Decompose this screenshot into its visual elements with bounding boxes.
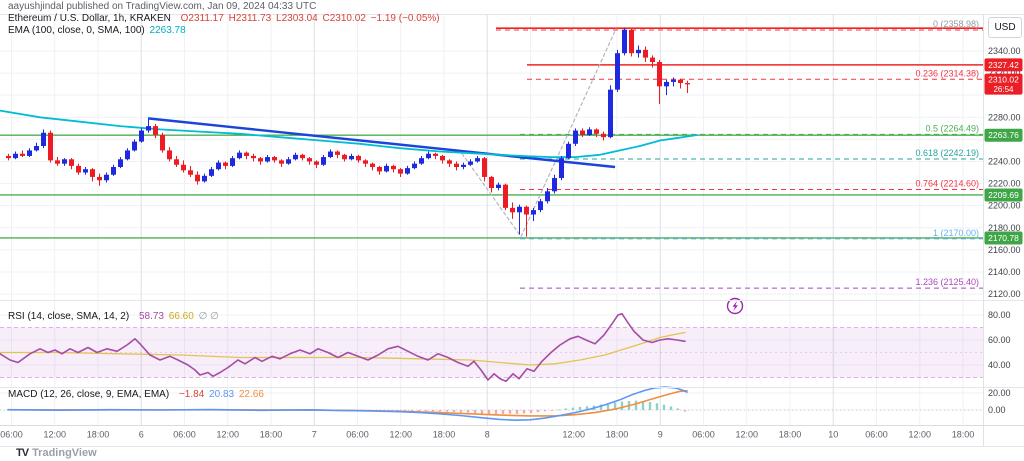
svg-text:8: 8 bbox=[485, 430, 490, 440]
ohlc-close: C2310.02 bbox=[322, 13, 366, 24]
tradingview-logo-icon: TV bbox=[16, 447, 29, 459]
ema-legend[interactable]: EMA (100, close, 0, SMA, 100) 2263.78 bbox=[8, 25, 188, 36]
svg-text:2320.00: 2320.00 bbox=[988, 68, 1021, 78]
svg-text:06:00: 06:00 bbox=[173, 430, 196, 440]
svg-text:9: 9 bbox=[658, 430, 663, 440]
svg-text:18:00: 18:00 bbox=[87, 430, 110, 440]
ema-label: EMA (100, close, 0, SMA, 100) bbox=[8, 25, 145, 36]
svg-text:2327.42: 2327.42 bbox=[988, 60, 1019, 70]
symbol-title: Ethereum / U.S. Dollar, 1h, KRAKEN bbox=[8, 13, 171, 24]
svg-text:1 (2170.00): 1 (2170.00) bbox=[933, 228, 979, 238]
svg-text:2170.78: 2170.78 bbox=[988, 233, 1019, 243]
svg-text:06:00: 06:00 bbox=[692, 430, 715, 440]
svg-text:2180.00: 2180.00 bbox=[988, 223, 1021, 233]
rsi-ma-line[interactable] bbox=[0, 331, 686, 366]
pane-borders bbox=[0, 14, 1024, 447]
svg-text:26:54: 26:54 bbox=[993, 85, 1014, 94]
svg-text:06:00: 06:00 bbox=[0, 430, 23, 440]
published-caption: aayushjindal published on TradingView.co… bbox=[8, 1, 317, 12]
rsi-line[interactable] bbox=[0, 312, 686, 383]
svg-text:2140.00: 2140.00 bbox=[988, 267, 1021, 277]
currency-selector[interactable]: USD bbox=[988, 17, 1022, 38]
rsi-band bbox=[0, 327, 983, 378]
tradingview-logo[interactable]: TV TradingView bbox=[16, 447, 97, 459]
svg-text:2280.00: 2280.00 bbox=[988, 112, 1021, 122]
svg-text:12:00: 12:00 bbox=[216, 430, 239, 440]
svg-text:2340.00: 2340.00 bbox=[988, 46, 1021, 56]
svg-text:06:00: 06:00 bbox=[865, 430, 888, 440]
svg-text:0.00: 0.00 bbox=[988, 405, 1006, 415]
svg-text:18:00: 18:00 bbox=[952, 430, 975, 440]
rsi-ma-value: 66.60 bbox=[168, 311, 194, 322]
svg-text:2263.76: 2263.76 bbox=[988, 130, 1019, 140]
svg-text:2120.00: 2120.00 bbox=[988, 289, 1021, 299]
ohlc-high: H2311.73 bbox=[228, 13, 272, 24]
svg-text:0.5 (2264.49): 0.5 (2264.49) bbox=[925, 123, 979, 133]
macd-value: 20.83 bbox=[209, 389, 235, 400]
lightning-marker[interactable] bbox=[726, 297, 744, 315]
svg-text:10: 10 bbox=[828, 430, 838, 440]
svg-text:20.00: 20.00 bbox=[988, 388, 1011, 398]
svg-text:06:00: 06:00 bbox=[346, 430, 369, 440]
svg-text:7: 7 bbox=[312, 430, 317, 440]
svg-text:2240.00: 2240.00 bbox=[988, 156, 1021, 166]
rsi-legend[interactable]: RSI (14, close, SMA, 14, 2) 58.73 66.60 … bbox=[8, 311, 221, 322]
time-axis[interactable]: 06:00 12:00 18:00 6 06:00 12:00 18:00 7 06:00 12:… bbox=[0, 430, 974, 440]
symbol-legend[interactable]: Ethereum / U.S. Dollar, 1h, KRAKEN O2311… bbox=[8, 13, 442, 24]
svg-text:18:00: 18:00 bbox=[779, 430, 802, 440]
svg-text:18:00: 18:00 bbox=[433, 430, 456, 440]
svg-text:2209.69: 2209.69 bbox=[988, 190, 1019, 200]
svg-text:40.00: 40.00 bbox=[988, 360, 1011, 370]
svg-text:0.236 (2314.38): 0.236 (2314.38) bbox=[915, 68, 979, 78]
svg-text:12:00: 12:00 bbox=[562, 430, 585, 440]
ema-value: 2263.78 bbox=[149, 25, 186, 36]
svg-text:0.618 (2242.19): 0.618 (2242.19) bbox=[915, 148, 979, 158]
svg-text:0 (2358.98): 0 (2358.98) bbox=[933, 19, 979, 29]
svg-text:18:00: 18:00 bbox=[260, 430, 283, 440]
trendline[interactable] bbox=[147, 117, 616, 169]
macd-histogram-value: −1.84 bbox=[178, 389, 205, 400]
svg-text:12:00: 12:00 bbox=[908, 430, 931, 440]
svg-text:2220.00: 2220.00 bbox=[988, 179, 1021, 189]
svg-text:12:00: 12:00 bbox=[735, 430, 758, 440]
rsi-label: RSI (14, close, SMA, 14, 2) bbox=[8, 311, 130, 322]
candlestick-series[interactable] bbox=[6, 27, 690, 237]
svg-text:18:00: 18:00 bbox=[606, 430, 629, 440]
price-axis[interactable]: 2340.00 2320.00 2280.00 2240.00 2220.00 2200.… bbox=[988, 46, 1021, 415]
macd-line[interactable] bbox=[7, 386, 688, 422]
ohlc-low: L2303.04 bbox=[276, 13, 318, 24]
svg-text:80.00: 80.00 bbox=[988, 310, 1011, 320]
svg-text:2160.00: 2160.00 bbox=[988, 245, 1021, 255]
macd-signal-value: 22.66 bbox=[238, 389, 264, 400]
svg-text:12:00: 12:00 bbox=[389, 430, 412, 440]
svg-text:1.236 (2125.40): 1.236 (2125.40) bbox=[915, 277, 979, 287]
rsi-value: 58.73 bbox=[138, 311, 164, 322]
svg-text:12:00: 12:00 bbox=[43, 430, 66, 440]
svg-text:6: 6 bbox=[139, 430, 144, 440]
zigzag-line[interactable] bbox=[461, 28, 617, 238]
macd-histogram bbox=[298, 400, 687, 415]
rsi-hidden-plots: ∅ ∅ bbox=[198, 311, 219, 322]
svg-text:2200.00: 2200.00 bbox=[988, 201, 1021, 211]
svg-text:60.00: 60.00 bbox=[988, 335, 1011, 345]
svg-text:0.764 (2214.60): 0.764 (2214.60) bbox=[915, 179, 979, 189]
macd-legend[interactable]: MACD (12, 26, close, 9, EMA, EMA) −1.84 … bbox=[8, 389, 266, 400]
ohlc-open: O2311.17 bbox=[180, 13, 224, 24]
tradingview-logo-text: TradingView bbox=[32, 447, 97, 459]
svg-text:2310.02: 2310.02 bbox=[988, 75, 1019, 85]
macd-label: MACD (12, 26, close, 9, EMA, EMA) bbox=[8, 389, 170, 400]
ohlc-change: −1.19 (−0.05%) bbox=[370, 13, 440, 24]
